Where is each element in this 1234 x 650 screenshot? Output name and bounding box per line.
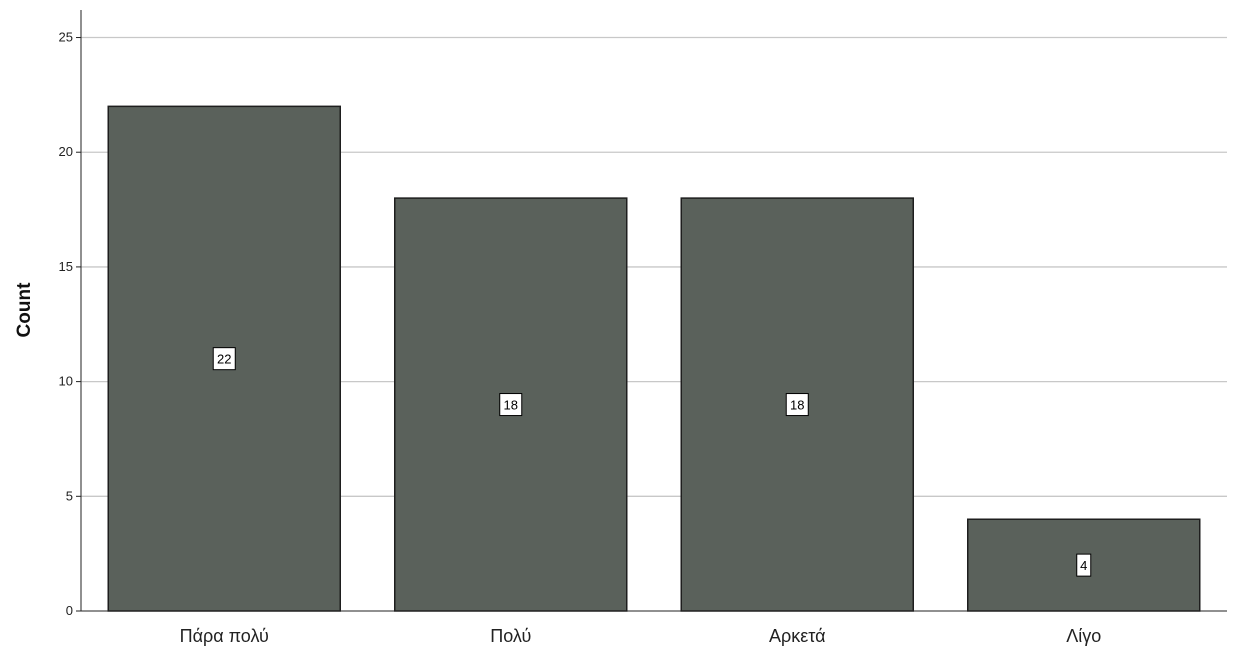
- data-label: 18: [499, 393, 523, 417]
- data-label: 4: [1076, 553, 1092, 577]
- y-tick-label: 10: [59, 374, 73, 389]
- data-label-box: [212, 347, 236, 371]
- y-tick-label: 20: [59, 144, 73, 159]
- data-label-box: [499, 393, 523, 417]
- x-tick-label: Αρκετά: [769, 626, 826, 646]
- y-tick-label: 25: [59, 30, 73, 45]
- y-tick-label: 15: [59, 259, 73, 274]
- x-tick-label: Λίγο: [1066, 626, 1101, 646]
- y-axis-title: Count: [14, 282, 35, 338]
- data-label-text: 4: [1080, 558, 1087, 573]
- data-label-box: [1076, 553, 1092, 577]
- data-label-text: 18: [504, 398, 518, 413]
- data-label-text: 18: [790, 398, 804, 413]
- x-tick-label: Πολύ: [490, 626, 531, 646]
- data-labels: 22 18 18 4: [212, 347, 1092, 577]
- x-tick-label: Πάρα πολύ: [180, 626, 269, 646]
- y-tick-label: 5: [66, 488, 73, 503]
- y-tick-label: 0: [66, 603, 73, 618]
- y-tick-labels: 0 5 10 15 20 25: [59, 30, 81, 618]
- axes: [80, 10, 1227, 612]
- data-label: 22: [212, 347, 236, 371]
- data-label-text: 22: [217, 352, 231, 367]
- data-label-box: [785, 393, 809, 417]
- x-tick-labels: Πάρα πολύ Πολύ Αρκετά Λίγο: [180, 626, 1102, 646]
- bars: [107, 105, 1201, 612]
- data-label: 18: [785, 393, 809, 417]
